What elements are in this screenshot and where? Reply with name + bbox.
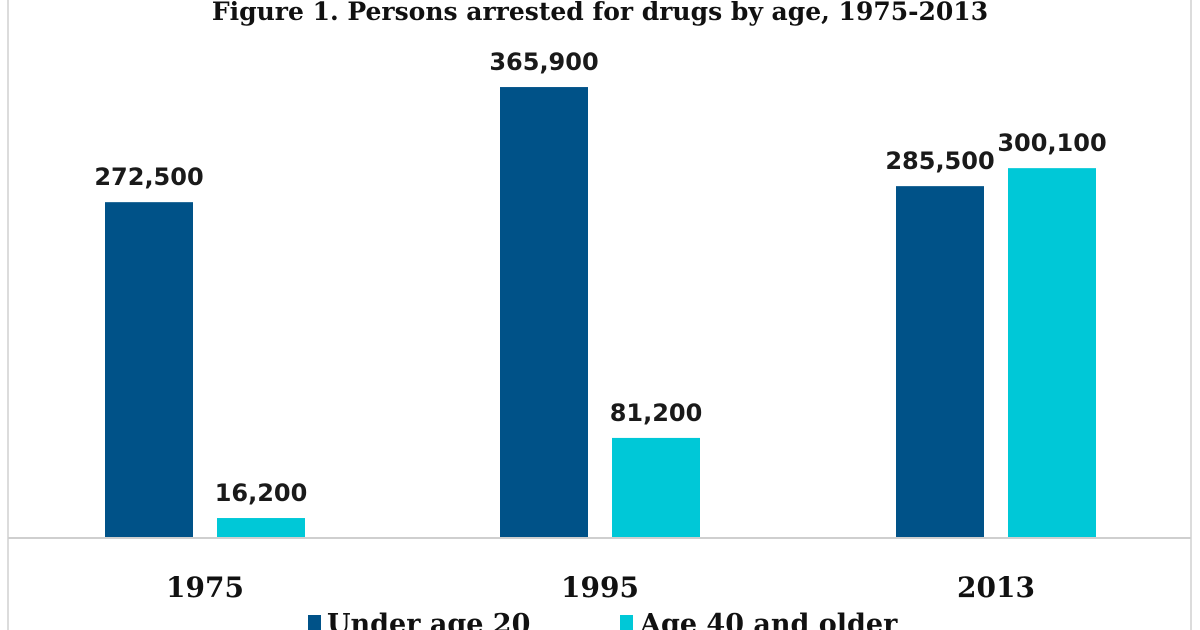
bar-1995-series-0 — [500, 87, 588, 538]
bar-2013-series-1 — [1008, 168, 1096, 538]
chart-title: Figure 1. Persons arrested for drugs by … — [212, 0, 988, 26]
bar-2013-series-0 — [896, 186, 984, 538]
category-labels: 1975 1995 2013 — [166, 571, 1035, 604]
category-label-1995: 1995 — [561, 571, 639, 604]
bars — [105, 87, 1096, 538]
category-label-2013: 2013 — [957, 571, 1035, 604]
bar-1995-series-1 — [612, 437, 700, 538]
legend: Under age 20 Age 40 and older — [308, 609, 898, 630]
data-label-1975-series-0: 272,500 — [94, 163, 203, 191]
legend-label-0: Under age 20 — [327, 609, 530, 630]
data-label-2013-series-1: 300,100 — [997, 129, 1106, 157]
data-label-1995-series-1: 81,200 — [610, 399, 703, 427]
legend-swatch-1 — [620, 615, 633, 630]
data-label-1995-series-0: 365,900 — [489, 48, 598, 76]
data-label-1975-series-1: 16,200 — [215, 479, 308, 507]
bar-1975-series-0 — [105, 202, 193, 538]
legend-label-1: Age 40 and older — [639, 609, 898, 630]
bar-1975-series-1 — [217, 518, 305, 538]
data-label-2013-series-0: 285,500 — [885, 147, 994, 175]
category-label-1975: 1975 — [166, 571, 244, 604]
legend-swatch-0 — [308, 615, 321, 630]
